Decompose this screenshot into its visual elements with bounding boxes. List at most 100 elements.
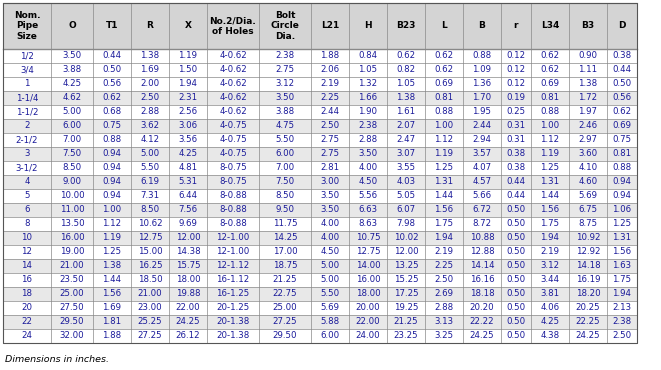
Text: 4.25: 4.25 <box>178 149 198 158</box>
Text: 2.19: 2.19 <box>321 80 340 88</box>
Text: 6.75: 6.75 <box>578 205 598 215</box>
Text: 5.00: 5.00 <box>321 276 340 285</box>
Text: 1.25: 1.25 <box>541 164 560 172</box>
Text: 5.50: 5.50 <box>321 289 340 299</box>
Bar <box>3 175 637 189</box>
Text: R: R <box>147 21 153 30</box>
Text: 1.56: 1.56 <box>102 289 122 299</box>
Text: 0.62: 0.62 <box>613 108 631 117</box>
Text: 3.50: 3.50 <box>321 205 340 215</box>
Bar <box>3 91 637 105</box>
Text: 15.00: 15.00 <box>137 248 163 256</box>
Text: 4-0.75: 4-0.75 <box>219 121 247 131</box>
Text: 1.44: 1.44 <box>434 192 453 201</box>
Text: 10.02: 10.02 <box>394 233 418 242</box>
Text: 0.69: 0.69 <box>434 80 453 88</box>
Text: 1.25: 1.25 <box>613 219 631 229</box>
Text: 0.69: 0.69 <box>541 80 559 88</box>
Text: 0.82: 0.82 <box>397 65 416 74</box>
Text: 19.88: 19.88 <box>176 289 200 299</box>
Text: 2.25: 2.25 <box>321 94 340 102</box>
Text: 2.25: 2.25 <box>434 262 453 270</box>
Text: 0.90: 0.90 <box>578 51 598 61</box>
Text: 0.12: 0.12 <box>506 80 525 88</box>
Text: 12-1.00: 12-1.00 <box>216 233 250 242</box>
Text: 4-0.75: 4-0.75 <box>219 135 247 145</box>
Text: 2-1/2: 2-1/2 <box>16 135 38 145</box>
Text: 4-0.62: 4-0.62 <box>219 94 247 102</box>
Text: 1/2: 1/2 <box>20 51 34 61</box>
Text: 2.19: 2.19 <box>434 248 453 256</box>
Text: 18.50: 18.50 <box>137 276 163 285</box>
Text: 14.38: 14.38 <box>176 248 200 256</box>
Text: 1.38: 1.38 <box>140 51 159 61</box>
Text: 2.38: 2.38 <box>358 121 377 131</box>
Text: 8.50: 8.50 <box>140 205 159 215</box>
Text: 18.00: 18.00 <box>176 276 200 285</box>
Text: 14.18: 14.18 <box>576 262 600 270</box>
Text: 22.00: 22.00 <box>356 317 380 326</box>
Text: 9.69: 9.69 <box>178 219 198 229</box>
Text: 1.94: 1.94 <box>434 233 453 242</box>
Bar <box>3 329 637 343</box>
Text: 1.97: 1.97 <box>578 108 598 117</box>
Text: 0.19: 0.19 <box>506 94 525 102</box>
Text: 1.19: 1.19 <box>178 51 198 61</box>
Text: 0.50: 0.50 <box>506 276 525 285</box>
Text: 10.88: 10.88 <box>470 233 494 242</box>
Text: 4.12: 4.12 <box>140 135 159 145</box>
Text: 4.38: 4.38 <box>541 332 560 340</box>
Text: 3.57: 3.57 <box>473 149 492 158</box>
Text: 20-1.38: 20-1.38 <box>216 317 250 326</box>
Text: 3.12: 3.12 <box>541 262 560 270</box>
Text: 2.88: 2.88 <box>358 135 377 145</box>
Text: 0.50: 0.50 <box>102 65 122 74</box>
Bar <box>3 259 637 273</box>
Text: 10.75: 10.75 <box>356 233 380 242</box>
Text: 4.00: 4.00 <box>358 164 377 172</box>
Text: 1.38: 1.38 <box>578 80 598 88</box>
Text: 9.00: 9.00 <box>63 178 81 186</box>
Text: 0.62: 0.62 <box>397 51 416 61</box>
Bar <box>3 301 637 315</box>
Text: L34: L34 <box>541 21 559 30</box>
Text: 3.50: 3.50 <box>321 192 340 201</box>
Text: 1-1/4: 1-1/4 <box>16 94 38 102</box>
Text: 17.00: 17.00 <box>273 248 297 256</box>
Text: 1.63: 1.63 <box>613 262 631 270</box>
Text: 1.25: 1.25 <box>434 164 453 172</box>
Text: 24.00: 24.00 <box>356 332 380 340</box>
Text: No.2/Dia.
of Holes: No.2/Dia. of Holes <box>210 16 256 36</box>
Text: 25.25: 25.25 <box>137 317 163 326</box>
Text: 12.92: 12.92 <box>576 248 600 256</box>
Text: 3.06: 3.06 <box>178 121 198 131</box>
Text: 3.60: 3.60 <box>578 149 598 158</box>
Text: 27.50: 27.50 <box>59 303 85 313</box>
Text: 4: 4 <box>24 178 30 186</box>
Text: 3.56: 3.56 <box>178 135 198 145</box>
Text: 5.66: 5.66 <box>473 192 492 201</box>
Text: 0.38: 0.38 <box>506 164 525 172</box>
Text: 2.19: 2.19 <box>541 248 559 256</box>
Text: 2.50: 2.50 <box>613 332 631 340</box>
Text: 1.70: 1.70 <box>473 94 492 102</box>
Text: 2.75: 2.75 <box>276 65 295 74</box>
Text: 24: 24 <box>22 332 32 340</box>
Text: Nom.
Pipe
Size: Nom. Pipe Size <box>14 11 40 41</box>
Text: 0.50: 0.50 <box>506 248 525 256</box>
Text: 19.25: 19.25 <box>394 303 418 313</box>
Text: 1.09: 1.09 <box>473 65 492 74</box>
Text: 7.98: 7.98 <box>397 219 416 229</box>
Text: 24.25: 24.25 <box>176 317 200 326</box>
Text: 16.00: 16.00 <box>59 233 85 242</box>
Text: 0.50: 0.50 <box>506 262 525 270</box>
Text: B23: B23 <box>397 21 416 30</box>
Text: 2.47: 2.47 <box>397 135 416 145</box>
Text: 22.75: 22.75 <box>273 289 297 299</box>
Text: 12.75: 12.75 <box>137 233 163 242</box>
Text: 0.25: 0.25 <box>506 108 525 117</box>
Text: 18.20: 18.20 <box>576 289 600 299</box>
Text: 1.00: 1.00 <box>102 205 122 215</box>
Text: 0.50: 0.50 <box>613 80 631 88</box>
Text: 0.31: 0.31 <box>506 135 525 145</box>
